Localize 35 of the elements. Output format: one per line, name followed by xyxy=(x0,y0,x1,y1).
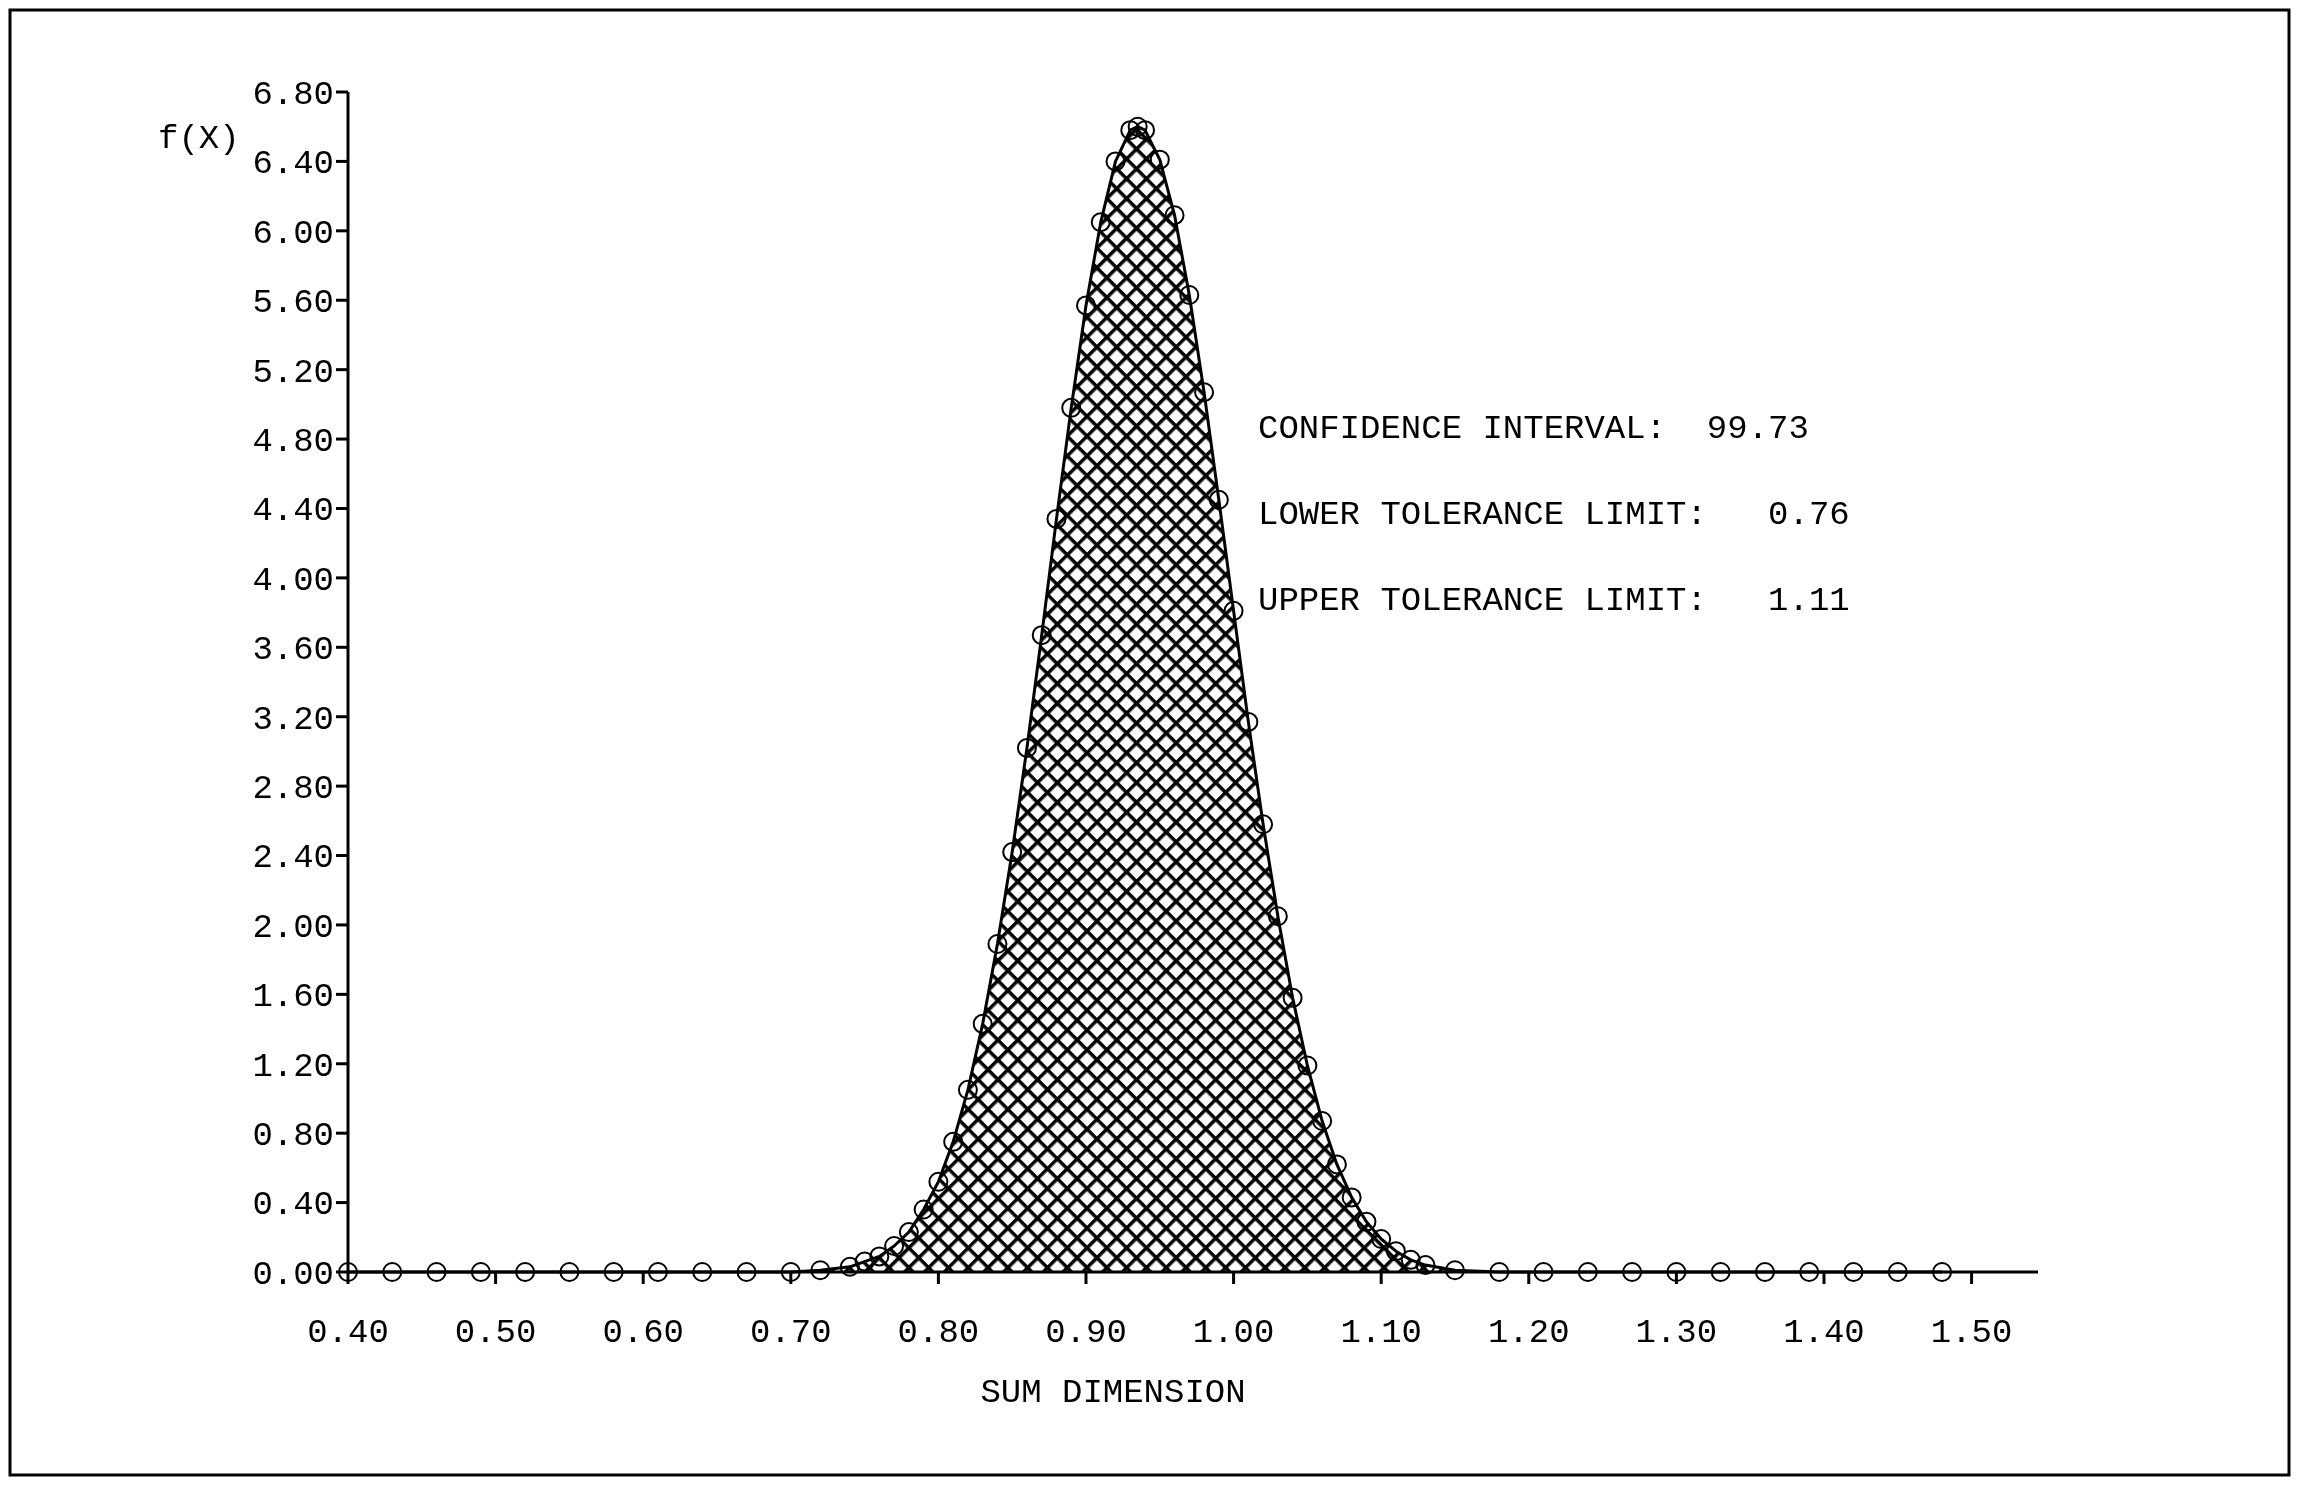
x-tick-label: 0.50 xyxy=(454,1314,537,1352)
y-tick-label: 0.80 xyxy=(252,1117,334,1156)
x-tick-label: 1.30 xyxy=(1635,1314,1718,1352)
x-tick-label: 1.40 xyxy=(1783,1314,1865,1352)
annotation: CONFIDENCE INTERVAL: 99.73 xyxy=(1258,410,1809,448)
y-tick-label: 3.60 xyxy=(252,631,334,670)
y-tick-label: 6.40 xyxy=(252,145,334,184)
annotation: UPPER TOLERANCE LIMIT: 1.11 xyxy=(1258,582,1850,620)
y-tick-label: 2.80 xyxy=(252,770,334,809)
y-tick-label: 0.40 xyxy=(252,1186,334,1225)
x-tick-label: 0.40 xyxy=(307,1314,389,1352)
y-tick-label: 6.80 xyxy=(252,75,334,114)
y-tick-label: 0.00 xyxy=(252,1255,334,1294)
y-tick-label: 4.00 xyxy=(252,561,334,600)
x-tick-label: 0.70 xyxy=(749,1314,832,1352)
y-tick-label: 5.20 xyxy=(252,353,334,392)
y-tick-label: 1.60 xyxy=(252,978,334,1017)
x-tick-label: 1.00 xyxy=(1192,1314,1275,1352)
x-tick-label: 0.60 xyxy=(602,1314,685,1352)
y-axis-title: f(X) xyxy=(158,120,240,158)
x-axis-title: SUM DIMENSION xyxy=(980,1374,1246,1412)
y-tick-label: 4.80 xyxy=(252,422,334,461)
annotation: LOWER TOLERANCE LIMIT: 0.76 xyxy=(1258,496,1850,534)
y-tick-label: 6.00 xyxy=(252,214,334,253)
x-tick-label: 1.20 xyxy=(1487,1314,1570,1352)
x-tick-label: 0.80 xyxy=(897,1314,980,1352)
y-tick-label: 3.20 xyxy=(252,700,334,739)
y-tick-label: 4.40 xyxy=(252,492,334,531)
y-tick-label: 2.00 xyxy=(252,908,334,947)
x-tick-label: 1.50 xyxy=(1930,1314,2013,1352)
y-tick-label: 2.40 xyxy=(252,839,334,878)
x-tick-label: 1.10 xyxy=(1340,1314,1422,1352)
y-tick-label: 1.20 xyxy=(252,1047,334,1086)
y-tick-label: 5.60 xyxy=(252,284,334,323)
x-tick-label: 0.90 xyxy=(1045,1314,1127,1352)
